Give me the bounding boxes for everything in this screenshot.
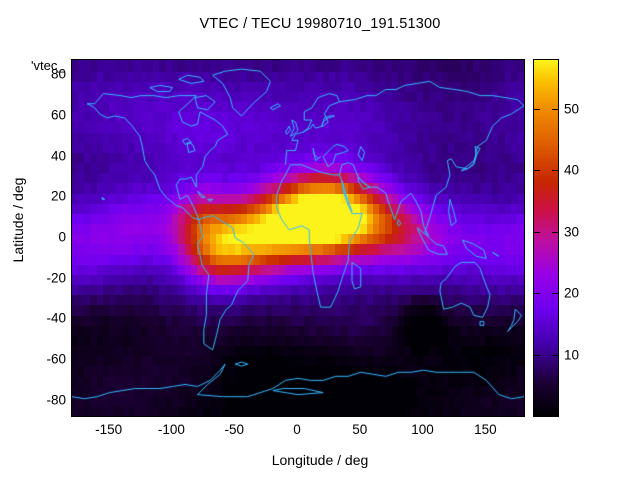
y-axis-tick-label: 60 — [50, 107, 66, 123]
x-axis-tick-label: 150 — [474, 422, 497, 437]
colorbar-tick-mark — [534, 293, 540, 295]
colorbar-tick-mark — [534, 170, 540, 172]
y-axis-tick-label: 80 — [50, 66, 66, 82]
colorbar-tick-mark — [552, 354, 558, 356]
colorbar-tick-mark — [552, 109, 558, 111]
map-plot-panel[interactable] — [71, 59, 525, 417]
colorbar-tick-label: 30 — [564, 224, 580, 240]
colorbar-tick-mark — [552, 231, 558, 233]
colorbar-tick-mark — [552, 170, 558, 172]
y-axis-label: Latitude / deg — [10, 177, 26, 263]
colorbar-tick-mark — [534, 354, 540, 356]
colorbar-tick-label: 10 — [564, 347, 580, 363]
y-axis-tick-label: 0 — [58, 229, 66, 245]
colorbar-tick-label: 20 — [564, 285, 580, 301]
page-title: VTEC / TECU 19980710_191.51300 — [199, 16, 441, 32]
x-axis-ticks: -150 -100 -50 0 50 100 150 — [71, 422, 523, 442]
y-axis-tick-label: -80 — [46, 392, 66, 408]
colorbar-tick-mark — [552, 293, 558, 295]
x-axis-tick-label: 100 — [411, 422, 434, 437]
colorbar-tick-mark — [534, 231, 540, 233]
x-axis-tick-label: -150 — [95, 422, 123, 437]
coastline-overlay-canvas — [72, 60, 524, 416]
colorbar[interactable]: 10 20 30 40 50 — [533, 59, 579, 417]
x-axis-tick-label: 0 — [293, 422, 301, 437]
x-axis-tick-label: -100 — [157, 422, 185, 437]
y-axis-tick-label: -40 — [46, 310, 66, 326]
y-axis-tick-label: -60 — [46, 351, 66, 367]
x-axis-tick-label: -50 — [224, 422, 244, 437]
plot-key-label: 'vtec_ — [31, 58, 65, 73]
y-axis-ticks: 80 60 40 20 0 -20 -40 -60 -80 — [20, 59, 66, 415]
x-axis-label: Longitude / deg — [271, 452, 369, 468]
y-axis-tick-label: 40 — [50, 148, 66, 164]
colorbar-tick-label: 50 — [564, 101, 580, 117]
colorbar-tick-mark — [534, 109, 540, 111]
y-axis-tick-label: -20 — [46, 270, 66, 286]
colorbar-tick-label: 40 — [564, 162, 580, 178]
colorbar-gradient — [534, 60, 558, 416]
x-axis-tick-label: 50 — [352, 422, 368, 437]
y-axis-tick-label: 20 — [50, 188, 66, 204]
